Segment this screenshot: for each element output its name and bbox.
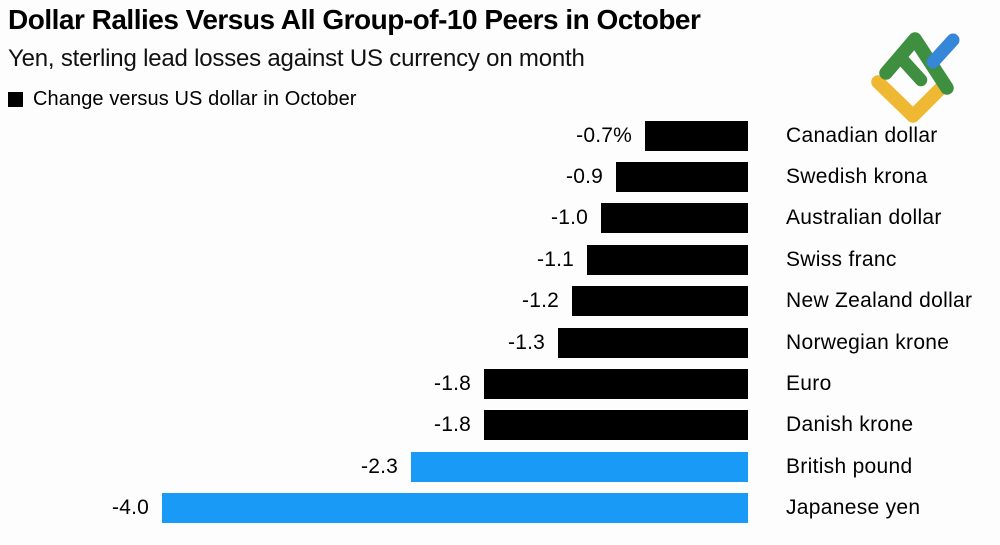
bar-plot-area: -0.7% xyxy=(0,120,748,151)
chart-subtitle: Yen, sterling lead losses against US cur… xyxy=(8,45,585,72)
currency-label: British pound xyxy=(786,454,913,478)
currency-label: New Zealand dollar xyxy=(786,289,973,313)
chart-header: Dollar Rallies Versus All Group-of-10 Pe… xyxy=(8,4,868,111)
bar-plot-area: -1.1 xyxy=(0,244,748,275)
bar-row: -1.0 Australian dollar xyxy=(0,198,1000,239)
currency-label: Danish krone xyxy=(786,413,914,437)
currency-label: Japanese yen xyxy=(786,496,921,520)
bar-plot-area: -0.9 xyxy=(0,162,748,193)
bar xyxy=(587,244,748,275)
bar-plot-area: -1.8 xyxy=(0,410,748,441)
currency-label: Swedish krona xyxy=(786,165,928,189)
currency-label: Norwegian krone xyxy=(786,330,950,354)
currency-label: Canadian dollar xyxy=(786,123,938,147)
bar-plot-area: -1.3 xyxy=(0,327,748,358)
bar-value-label: -4.0 xyxy=(112,496,149,520)
litefinance-logo xyxy=(856,25,998,143)
bar xyxy=(484,410,748,441)
bar xyxy=(601,203,748,234)
currency-label: Euro xyxy=(786,372,832,396)
bar-value-label: -0.9 xyxy=(566,165,603,189)
bar xyxy=(558,327,748,358)
bar-row: -4.0 Japanese yen xyxy=(0,488,1000,529)
litefinance-logo-icon xyxy=(871,32,960,123)
page-title: Dollar Rallies Versus All Group-of-10 Pe… xyxy=(8,4,701,35)
bar-value-label: -1.0 xyxy=(551,206,588,230)
bar-row: -1.3 Norwegian krone xyxy=(0,322,1000,363)
bar-value-label: -1.8 xyxy=(434,413,471,437)
bar-plot-area: -1.2 xyxy=(0,286,748,317)
bar-value-label: -1.2 xyxy=(522,289,559,313)
bar-row: -0.7% Canadian dollar xyxy=(0,115,1000,156)
bar-row: -0.9 Swedish krona xyxy=(0,156,1000,197)
legend-label: Change versus US dollar in October xyxy=(33,88,357,110)
currency-label: Swiss franc xyxy=(786,247,897,271)
bar-value-label: -2.3 xyxy=(361,454,398,478)
bar-plot-area: -2.3 xyxy=(0,451,748,482)
bar xyxy=(484,369,748,400)
bar xyxy=(411,451,748,482)
bar-row: -1.1 Swiss franc xyxy=(0,239,1000,280)
bar-value-label: -1.1 xyxy=(537,247,574,271)
bar xyxy=(572,286,748,317)
bar-value-label: -0.7% xyxy=(576,123,632,147)
currency-label: Australian dollar xyxy=(786,206,942,230)
bar-row: -2.3 British pound xyxy=(0,446,1000,487)
bar-row: -1.2 New Zealand dollar xyxy=(0,281,1000,322)
bar-row: -1.8 Danish krone xyxy=(0,405,1000,446)
bar xyxy=(616,162,748,193)
legend-swatch xyxy=(8,92,23,107)
bar xyxy=(645,120,748,151)
bar-chart: -0.7% Canadian dollar -0.9 Swedish krona -1.… xyxy=(0,115,1000,529)
chart-legend: Change versus US dollar in October xyxy=(8,88,868,111)
bar-row: -1.8 Euro xyxy=(0,363,1000,404)
bar-value-label: -1.3 xyxy=(508,330,545,354)
bar-value-label: -1.8 xyxy=(434,372,471,396)
bar-plot-area: -4.0 xyxy=(0,493,748,524)
bar-plot-area: -1.0 xyxy=(0,203,748,234)
bar-plot-area: -1.8 xyxy=(0,369,748,400)
bar xyxy=(162,493,748,524)
